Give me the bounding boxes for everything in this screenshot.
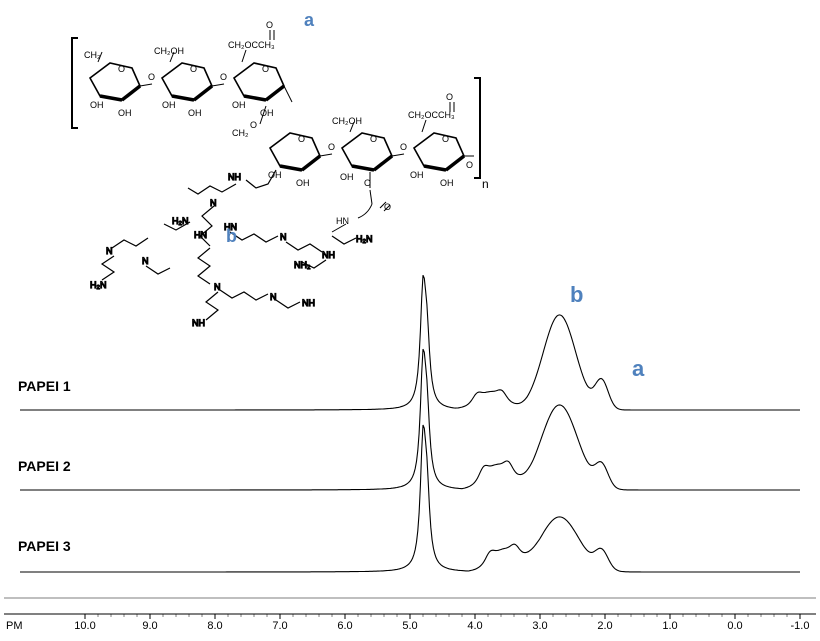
svg-text:NH₂: NH₂: [294, 260, 311, 270]
svg-text:O: O: [328, 142, 335, 152]
svg-text:n: n: [482, 177, 489, 191]
nmr-figure: PAPEI 1 PAPEI 2 PAPEI 3 b a PM n O CH₂ O…: [0, 0, 820, 641]
svg-text:OH: OH: [232, 100, 246, 110]
sugar-ring: O CH₂ OH OH O: [84, 50, 155, 118]
svg-text:CH₂OH: CH₂OH: [154, 46, 184, 56]
svg-text:NH: NH: [302, 298, 315, 308]
axis-tick-label: 9.0: [142, 620, 157, 632]
spectrum-trace: [20, 425, 800, 572]
spectrum-label-3: PAPEI 3: [18, 538, 71, 554]
svg-text:NH: NH: [192, 318, 205, 328]
svg-text:O: O: [400, 142, 407, 152]
svg-text:O: O: [262, 64, 269, 74]
svg-text:N: N: [214, 282, 221, 292]
axis-tick-label: 10.0: [74, 620, 95, 632]
spectrum-trace: [20, 349, 800, 490]
axis-title: PM: [6, 620, 23, 632]
svg-text:CH₂: CH₂: [84, 50, 101, 60]
svg-text:O: O: [250, 120, 257, 130]
axis-tick-label: 1.0: [662, 620, 677, 632]
svg-text:O: O: [442, 134, 449, 144]
svg-text:OH: OH: [118, 108, 132, 118]
axis-tick-label: -1.0: [791, 620, 810, 632]
svg-text:OH: OH: [296, 178, 310, 188]
svg-text:OH: OH: [440, 178, 454, 188]
svg-text:O: O: [190, 64, 197, 74]
svg-text:N: N: [106, 246, 113, 256]
svg-text:HN: HN: [194, 230, 207, 240]
axis-tick-label: 8.0: [207, 620, 222, 632]
svg-text:CH₂OCCH₃: CH₂OCCH₃: [408, 110, 455, 120]
peak-label-a: a: [632, 356, 644, 382]
svg-text:O: O: [220, 72, 227, 82]
svg-text:OH: OH: [90, 100, 104, 110]
spectrum-label-1: PAPEI 1: [18, 378, 71, 394]
svg-text:O: O: [148, 72, 155, 82]
svg-text:N: N: [270, 292, 277, 302]
structure-label-b: b: [226, 226, 237, 247]
svg-text:CH₂: CH₂: [232, 128, 249, 138]
svg-text:CH₂OH: CH₂OH: [332, 116, 362, 126]
structure-svg: n O CH₂ OH OH O O CH₂OH: [70, 8, 490, 328]
svg-text:NH: NH: [228, 172, 241, 182]
svg-text:N: N: [280, 232, 287, 242]
axis-tick-label: 5.0: [402, 620, 417, 632]
chemical-structure: n O CH₂ OH OH O O CH₂OH: [70, 8, 490, 328]
svg-text:NH: NH: [322, 250, 335, 260]
svg-text:N: N: [142, 256, 149, 266]
structure-label-a: a: [304, 10, 314, 31]
axis-tick-label: 4.0: [467, 620, 482, 632]
axis-tick-label: 6.0: [337, 620, 352, 632]
svg-text:OH: OH: [162, 100, 176, 110]
axis-tick-label: 2.0: [597, 620, 612, 632]
axis-tick-label: 0.0: [727, 620, 742, 632]
svg-text:H₂N: H₂N: [356, 234, 373, 244]
svg-text:OH: OH: [188, 108, 202, 118]
svg-text:H₂N: H₂N: [90, 280, 107, 290]
svg-text:OH: OH: [340, 172, 354, 182]
svg-text:O: O: [466, 160, 473, 170]
svg-text:CH₂OCCH₃: CH₂OCCH₃: [228, 40, 275, 50]
svg-text:O: O: [118, 64, 125, 74]
svg-text:HN: HN: [336, 216, 349, 226]
svg-text:O: O: [298, 134, 305, 144]
svg-text:O: O: [446, 92, 453, 102]
svg-text:O: O: [370, 134, 377, 144]
axis-tick-label: 3.0: [532, 620, 547, 632]
axis-tick-label: 7.0: [272, 620, 287, 632]
svg-text:O: O: [266, 20, 273, 30]
spectrum-label-2: PAPEI 2: [18, 458, 71, 474]
svg-text:OH: OH: [410, 170, 424, 180]
peak-label-b: b: [570, 282, 583, 308]
